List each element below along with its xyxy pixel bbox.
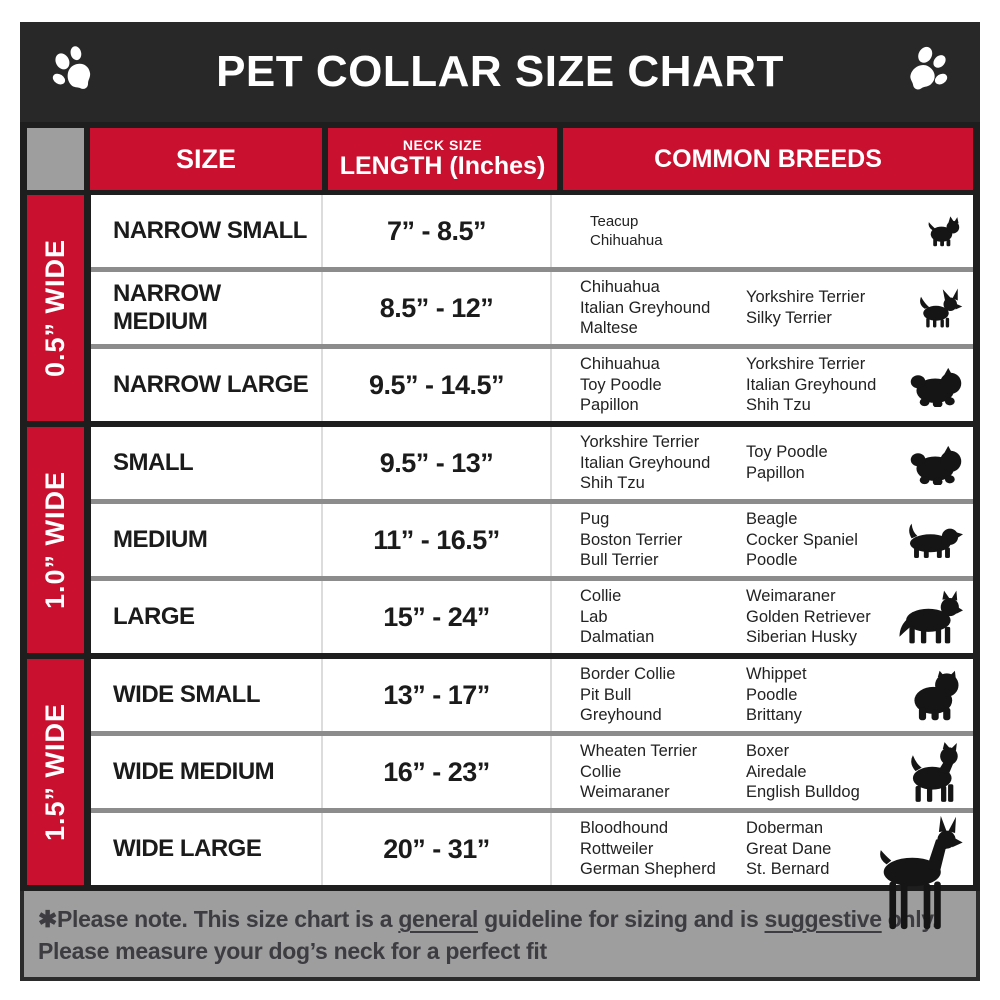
breeds-list: Toy Poodle Papillon: [746, 443, 828, 482]
note-line-1: ✱Please note. This size chart is a gener…: [38, 903, 962, 935]
length-cell: 11” - 16.5”: [323, 504, 552, 576]
size-cell: WIDE SMALL: [91, 659, 323, 731]
width-label-bar: 1.5” WIDE: [27, 659, 84, 885]
column-header-row: SIZE NECK SIZE LENGTH (Inches) COMMON BR…: [27, 128, 973, 190]
size-cell: MEDIUM: [91, 504, 323, 576]
note-text: guideline for sizing and is: [478, 906, 765, 932]
breeds-list: Pug Boston Terrier Bull Terrier: [580, 509, 683, 570]
length-cell: 8.5” - 12”: [323, 272, 552, 344]
table-row: SMALL 9.5” - 13” Yorkshire Terrier Itali…: [91, 427, 973, 499]
breeds-list: Beagle Cocker Spaniel Poodle: [746, 509, 858, 570]
length-cell: 15” - 24”: [323, 581, 552, 653]
table-row: LARGE 15” - 24” Collie Lab Dalmatian Wei…: [91, 576, 973, 653]
breeds-cell: Bloodhound Rottweiler German Shepherd Do…: [552, 813, 973, 930]
length-cell: 9.5” - 13”: [323, 427, 552, 499]
breeds-cell: Chihuahua Toy Poodle Papillon Yorkshire …: [552, 349, 973, 421]
breeds-list: Yorkshire Terrier Silky Terrier: [746, 288, 866, 327]
breeds-list: Boxer Airedale English Bulldog: [746, 741, 860, 802]
breeds-cell: Pug Boston Terrier Bull Terrier Beagle C…: [552, 504, 973, 576]
size-cell: NARROW LARGE: [91, 349, 323, 421]
width-group-1-5: 1.5” WIDE WIDE SMALL 13” - 17” Border Co…: [27, 659, 973, 930]
breeds-list: Whippet Poodle Brittany: [746, 664, 807, 725]
table-row: WIDE LARGE 20” - 31” Bloodhound Rottweil…: [91, 808, 973, 930]
breeds-cell: Yorkshire Terrier Italian Greyhound Shih…: [552, 427, 973, 499]
breeds-list: Doberman Great Dane St. Bernard: [746, 818, 832, 879]
breeds-list: Border Collie Pit Bull Greyhound: [580, 664, 676, 725]
paw-icon: [46, 42, 106, 102]
size-cell: NARROW MEDIUM: [91, 272, 323, 344]
pit-bull-icon: [905, 741, 963, 803]
column-header-length-inches: LENGTH (Inches): [339, 151, 546, 180]
breeds-list: Wheaten Terrier Collie Weimaraner: [580, 741, 698, 802]
length-cell: 20” - 31”: [323, 813, 552, 885]
length-cell: 13” - 17”: [323, 659, 552, 731]
breeds-list: Weimaraner Golden Retriever Siberian Hus…: [746, 586, 871, 647]
corner-block: [27, 128, 84, 190]
width-group-0-5: 0.5” WIDE NARROW SMALL 7” - 8.5” Teacup …: [27, 195, 973, 421]
width-label-bar: 0.5” WIDE: [27, 195, 84, 421]
table-row: WIDE MEDIUM 16” - 23” Wheaten Terrier Co…: [91, 731, 973, 808]
breeds-cell: Chihuahua Italian Greyhound Maltese York…: [552, 272, 973, 344]
breeds-cell: Wheaten Terrier Collie Weimaraner Boxer …: [552, 736, 973, 808]
breeds-cell: Teacup Chihuahua: [552, 195, 973, 267]
pet-collar-size-chart: PET COLLAR SIZE CHART SIZE NECK SIZE LEN…: [20, 22, 980, 982]
breeds-list: Chihuahua Italian Greyhound Maltese: [580, 277, 711, 338]
breeds-list: Chihuahua Toy Poodle Papillon: [580, 354, 662, 415]
breeds-list: Yorkshire Terrier Italian Greyhound Shih…: [580, 432, 711, 493]
note-underlined-word: general: [398, 906, 479, 932]
length-cell: 16” - 23”: [323, 736, 552, 808]
column-header-neck-size: NECK SIZE: [402, 136, 483, 153]
width-label: 1.0” WIDE: [40, 470, 70, 610]
page-title: PET COLLAR SIZE CHART: [216, 47, 784, 96]
german-shepherd-icon: [897, 590, 963, 644]
chihuahua-icon: [915, 287, 963, 329]
length-cell: 9.5” - 14.5”: [323, 349, 552, 421]
chart-title-bar: PET COLLAR SIZE CHART: [20, 22, 980, 122]
width-label: 1.5” WIDE: [40, 702, 70, 842]
column-header-size: SIZE: [90, 128, 322, 190]
note-text: ✱Please note. This size chart is a: [38, 906, 399, 932]
table-row: MEDIUM 11” - 16.5” Pug Boston Terrier Bu…: [91, 499, 973, 576]
table-row: NARROW SMALL 7” - 8.5” Teacup Chihuahua: [91, 195, 973, 267]
beagle-icon: [901, 521, 963, 559]
size-table: SIZE NECK SIZE LENGTH (Inches) COMMON BR…: [20, 122, 980, 930]
bulldog-icon: [909, 669, 963, 721]
yorkshire-terrier-icon: [925, 215, 963, 247]
shih-tzu-icon: [909, 441, 963, 485]
size-cell: WIDE LARGE: [91, 813, 323, 885]
width-group-1-0: 1.0” WIDE SMALL 9.5” - 13” Yorkshire Ter…: [27, 427, 973, 653]
table-row: NARROW LARGE 9.5” - 14.5” Chihuahua Toy …: [91, 344, 973, 421]
column-header-common-breeds: COMMON BREEDS: [563, 128, 973, 190]
size-cell: SMALL: [91, 427, 323, 499]
size-cell: LARGE: [91, 581, 323, 653]
note-underlined-word: suggestive: [764, 906, 882, 932]
breeds-cell: Collie Lab Dalmatian Weimaraner Golden R…: [552, 581, 973, 653]
table-row: WIDE SMALL 13” - 17” Border Collie Pit B…: [91, 659, 973, 731]
width-label: 0.5” WIDE: [40, 238, 70, 378]
column-header-neck-length: NECK SIZE LENGTH (Inches): [328, 128, 557, 190]
breeds-list: Teacup Chihuahua: [590, 212, 663, 249]
paw-icon: [894, 42, 954, 102]
breeds-list: Bloodhound Rottweiler German Shepherd: [580, 818, 716, 879]
breeds-list: Yorkshire Terrier Italian Greyhound Shih…: [746, 354, 877, 415]
size-cell: NARROW SMALL: [91, 195, 323, 267]
table-row: NARROW MEDIUM 8.5” - 12” Chihuahua Itali…: [91, 267, 973, 344]
footer-note: ✱Please note. This size chart is a gener…: [20, 891, 980, 982]
length-cell: 7” - 8.5”: [323, 195, 552, 267]
width-label-bar: 1.0” WIDE: [27, 427, 84, 653]
shih-tzu-icon: [909, 363, 963, 407]
doberman-icon: [871, 813, 963, 931]
note-line-2: Please measure your dog’s neck for a per…: [38, 938, 547, 965]
size-cell: WIDE MEDIUM: [91, 736, 323, 808]
breeds-list: Collie Lab Dalmatian: [580, 586, 655, 647]
breeds-cell: Border Collie Pit Bull Greyhound Whippet…: [552, 659, 973, 731]
